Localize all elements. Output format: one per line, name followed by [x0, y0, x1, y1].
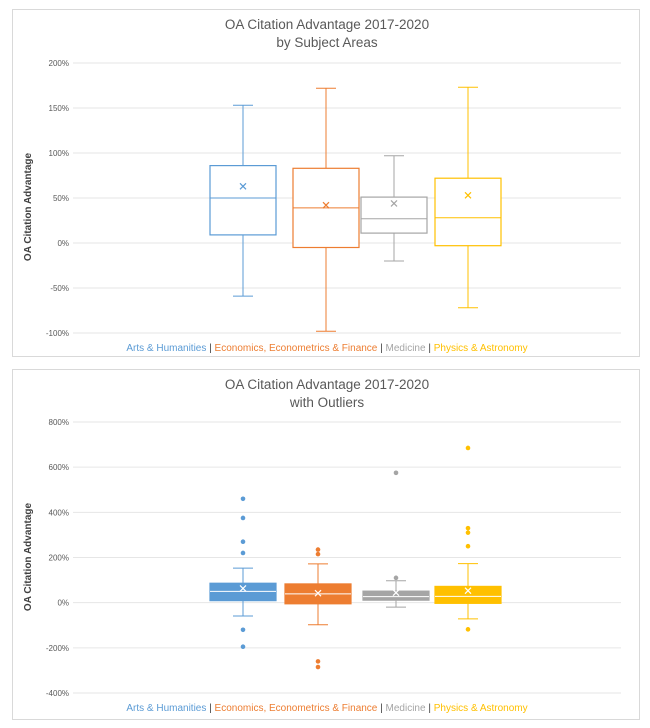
outlier-point [393, 575, 399, 581]
outlier-point [465, 445, 471, 451]
box-iqr [434, 585, 502, 604]
mean-marker [322, 201, 330, 209]
chart-panel-with-outliers: OA Citation Advantage 2017-2020 with Out… [12, 369, 640, 720]
box-medicine [360, 155, 428, 262]
box-physics-astronomy [434, 86, 502, 309]
box-series [209, 86, 502, 332]
legend-item: Physics & Astronomy [434, 343, 528, 354]
y-tick-label: -50% [50, 284, 69, 293]
outlier-point [315, 551, 321, 557]
y-tick-label: -200% [46, 644, 69, 653]
y-tick-label: 150% [49, 104, 69, 113]
legend: Arts & Humanities | Economics, Econometr… [126, 703, 527, 714]
outlier-point [315, 664, 321, 670]
outlier-point [315, 659, 321, 664]
y-tick-label: 400% [49, 508, 69, 517]
box-iqr [360, 196, 428, 234]
legend-item: Economics, Econometrics & Finance [215, 703, 378, 714]
y-tick-label: -400% [46, 689, 69, 698]
legend-separator: | [426, 703, 434, 714]
mean-marker [464, 191, 472, 199]
outlier-point [465, 543, 471, 549]
box-iqr [209, 582, 277, 602]
mean-marker [390, 199, 398, 207]
legend: Arts & Humanities | Economics, Econometr… [126, 343, 527, 354]
outlier-point [240, 539, 246, 544]
box-medicine [362, 470, 430, 608]
y-tick-label: 50% [53, 194, 69, 203]
outlier-point [465, 627, 471, 632]
y-tick-label: 200% [49, 59, 69, 68]
box-economics-econometrics-finance [284, 547, 352, 670]
mean-marker [239, 585, 247, 592]
outlier-point [465, 530, 471, 535]
outlier-point [465, 525, 471, 531]
legend-item: Medicine [386, 703, 426, 714]
chart-subtitle: by Subject Areas [276, 35, 378, 50]
box-iqr [209, 165, 277, 236]
legend-separator: | [377, 703, 385, 714]
gridlines [73, 421, 621, 694]
y-tick-label: 100% [49, 149, 69, 158]
chart-title: OA Citation Advantage 2017-2020 [225, 17, 429, 32]
mean-marker [314, 589, 322, 597]
boxplot-chart-by-subject: OA Citation Advantage 2017-2020 by Subje… [23, 17, 621, 354]
legend-separator: | [206, 703, 214, 714]
legend-item: Medicine [386, 343, 426, 354]
box-economics-econometrics-finance [292, 87, 360, 332]
outlier-point [240, 515, 246, 521]
y-tick-label: 0% [57, 599, 69, 608]
y-tick-label: -100% [46, 329, 69, 338]
mean-marker [239, 182, 247, 190]
box-series [209, 445, 502, 670]
outlier-point [240, 644, 246, 650]
legend-item: Economics, Econometrics & Finance [215, 343, 378, 354]
box-physics-astronomy [434, 445, 502, 632]
chart-title: OA Citation Advantage 2017-2020 [225, 377, 429, 392]
outlier-point [393, 470, 399, 476]
box-arts-humanities [209, 496, 277, 650]
chart-subtitle: with Outliers [289, 395, 365, 410]
legend-separator: | [426, 343, 434, 354]
y-axis-label: OA Citation Advantage [23, 152, 34, 261]
legend-item: Arts & Humanities [126, 343, 206, 354]
outlier-point [240, 496, 246, 502]
outlier-point [240, 550, 246, 556]
mean-marker [464, 587, 472, 595]
mean-marker [392, 589, 400, 597]
box-arts-humanities [209, 104, 277, 297]
y-tick-labels: -100% -50% 0% 50% 100% 150% 200% [46, 59, 69, 338]
legend-item: Physics & Astronomy [434, 703, 528, 714]
outlier-point [240, 627, 246, 633]
legend-separator: | [206, 343, 214, 354]
y-tick-labels: -400% -200% 0% 200% 400% 600% 800% [46, 418, 69, 698]
y-axis-label: OA Citation Advantage [23, 502, 34, 611]
legend-item: Arts & Humanities [126, 703, 206, 714]
box-iqr [434, 177, 502, 247]
chart-panel-by-subject: OA Citation Advantage 2017-2020 by Subje… [12, 9, 640, 357]
box-iqr [362, 590, 430, 601]
y-tick-label: 600% [49, 463, 69, 472]
outlier-point [315, 547, 321, 552]
y-tick-label: 0% [57, 239, 69, 248]
y-tick-label: 200% [49, 554, 69, 563]
y-tick-label: 800% [49, 418, 69, 427]
legend-separator: | [377, 343, 385, 354]
boxplot-chart-with-outliers: OA Citation Advantage 2017-2020 with Out… [23, 377, 621, 714]
